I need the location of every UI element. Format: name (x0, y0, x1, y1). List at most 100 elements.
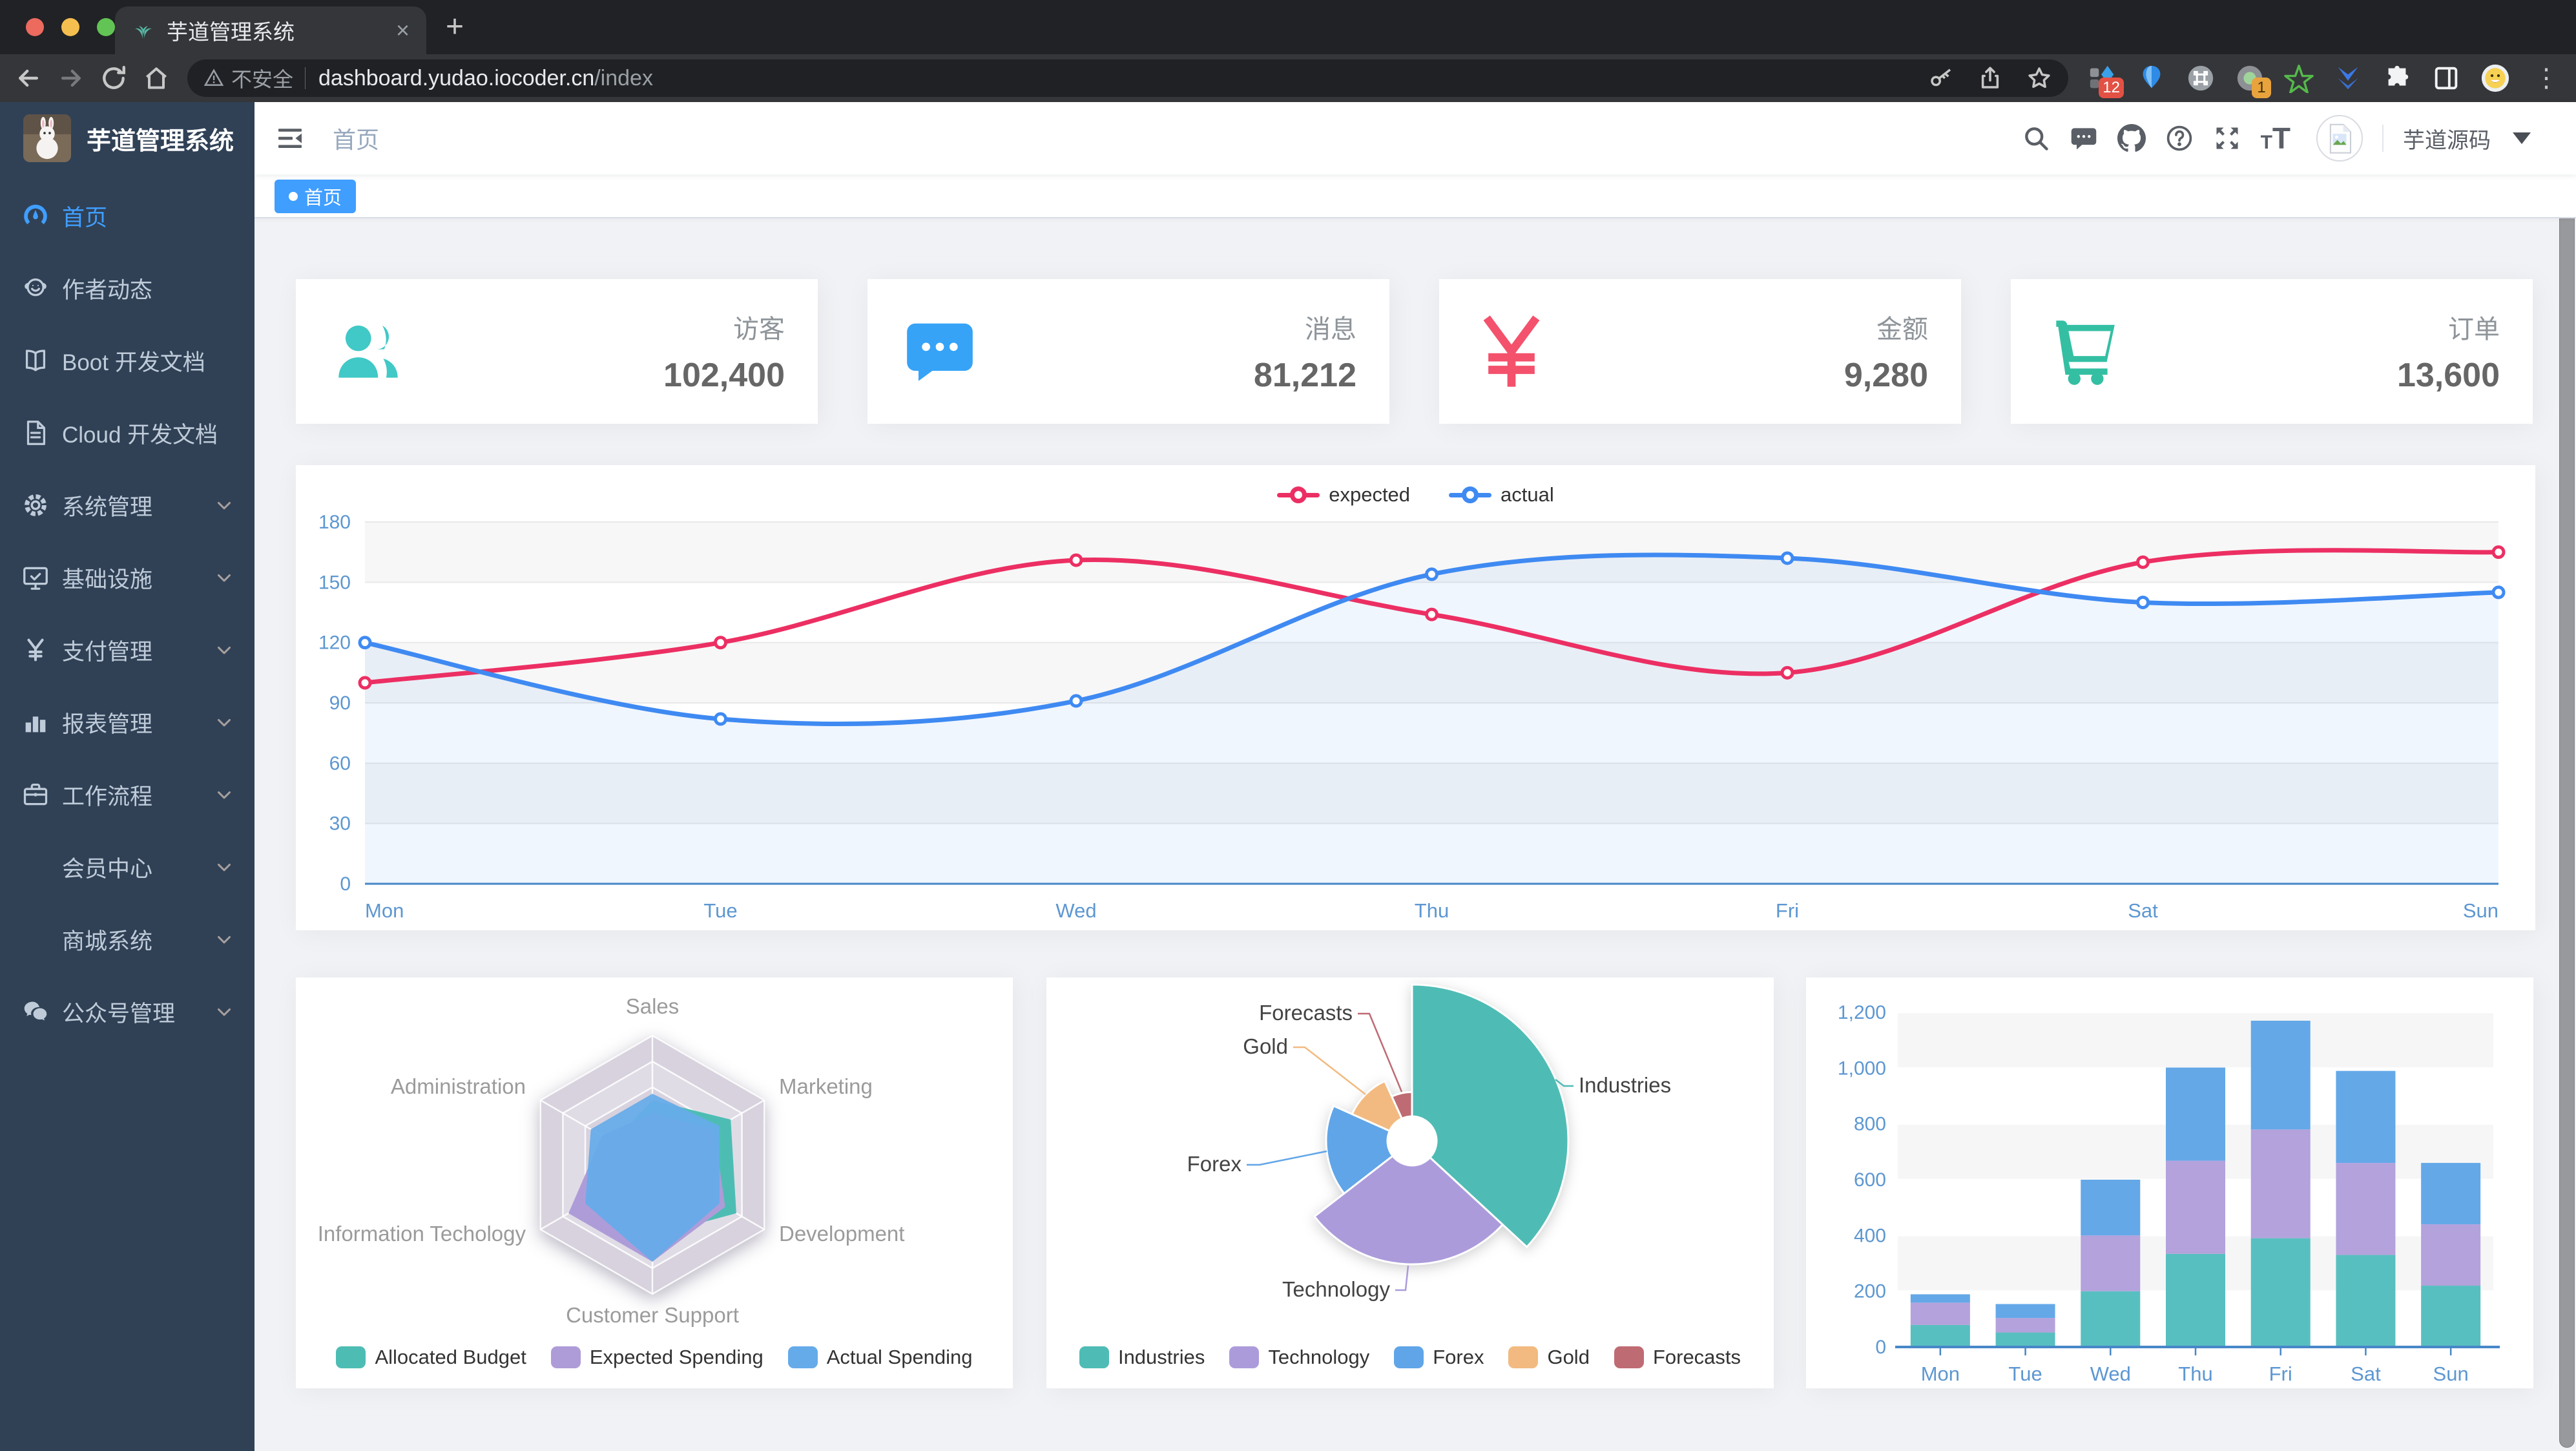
sidebar-item-8[interactable]: 工作流程 (0, 758, 254, 831)
security-label[interactable]: 不安全 (231, 68, 294, 91)
extension-command-icon[interactable] (2186, 63, 2216, 93)
radar-chart-legend: Allocated Budget Expected Spending Actual … (296, 1346, 1013, 1369)
bookmark-star-icon[interactable] (2026, 65, 2053, 92)
legend-item-expected[interactable]: expected (1277, 483, 1410, 506)
sidebar-logo[interactable]: 芋道管理系统 (0, 102, 254, 174)
sidebar-item-label: Cloud 开发文档 (62, 422, 218, 448)
collapse-sidebar-icon[interactable] (275, 123, 306, 154)
svg-text:Tue: Tue (2008, 1362, 2042, 1385)
zoom-window-button[interactable] (97, 18, 115, 36)
sidebar-item-10[interactable]: 商城系统 (0, 903, 254, 976)
document-icon (21, 418, 57, 448)
puzzle-icon[interactable] (2382, 63, 2412, 93)
bar-chart[interactable]: Mon Tue Wed Thu Fri Sat Sun 0 200 400 600 800 1,000 1… (1806, 977, 2533, 1388)
side-panel-icon[interactable] (2431, 63, 2461, 93)
line-chart[interactable]: 0 30 60 90 120 150 180 Mon Tue Wed Thu Fri Sat Sun (296, 465, 2535, 930)
stat-card-3[interactable]: 订单 13,600 (2011, 279, 2533, 424)
github-icon[interactable] (2117, 124, 2146, 152)
svg-text:Marketing: Marketing (779, 1074, 873, 1098)
url-path[interactable]: /index (594, 65, 653, 90)
sidebar: 芋道管理系统 首页 作者动态 Boot 开发文档 Cloud 开发文档 系统管理基础设施… (0, 102, 254, 1451)
profile-avatar-icon[interactable] (2480, 63, 2510, 93)
password-key-icon[interactable] (1927, 65, 1955, 92)
browser-tab[interactable]: 芋道管理系统 × (115, 6, 426, 54)
legend-item-actual[interactable]: actual (1449, 483, 1554, 506)
svg-text:Fri: Fri (2269, 1362, 2292, 1385)
sidebar-item-label: 基础设施 (62, 567, 153, 592)
extension-star-icon[interactable] (2284, 63, 2314, 93)
new-tab-button[interactable]: + (446, 10, 464, 44)
svg-text:150: 150 (318, 572, 351, 593)
legend-item-industries[interactable]: Industries (1079, 1346, 1205, 1369)
radar-chart[interactable]: Sales Administration Information Techology… (296, 977, 1013, 1388)
legend-swatch (1508, 1346, 1539, 1368)
sidebar-item-0[interactable]: 首页 (0, 180, 254, 252)
legend-swatch (336, 1346, 366, 1368)
svg-text:Sun: Sun (2463, 899, 2498, 922)
sidebar-item-3[interactable]: Cloud 开发文档 (0, 397, 254, 469)
sidebar-item-11[interactable]: 公众号管理 (0, 976, 254, 1048)
question-icon[interactable] (2165, 124, 2194, 152)
legend-item-actual-spending[interactable]: Actual Spending (787, 1346, 973, 1369)
reload-icon[interactable] (99, 64, 128, 92)
home-icon[interactable] (142, 64, 171, 92)
stat-card-2[interactable]: 金额 9,280 (1439, 279, 1961, 424)
legend-swatch (1394, 1346, 1424, 1368)
extension-chevrons-icon[interactable] (2333, 63, 2363, 93)
legend-item-gold[interactable]: Gold (1508, 1346, 1590, 1369)
stat-card-0[interactable]: 访客 102,400 (296, 279, 818, 424)
sidebar-item-1[interactable]: 作者动态 (0, 252, 254, 324)
address-bar[interactable]: 不安全 dashboard.yudao.iocoder.cn /index (187, 59, 2068, 97)
sidebar-item-label: 系统管理 (62, 494, 153, 520)
pie-chart[interactable]: Industries Technology Forex Gold Forecasts (1046, 977, 1774, 1388)
sidebar-item-6[interactable]: 支付管理 (0, 614, 254, 686)
message-icon[interactable] (2070, 124, 2098, 152)
back-icon[interactable] (14, 64, 43, 92)
sidebar-item-9[interactable]: 会员中心 (0, 831, 254, 903)
legend-item-technology[interactable]: Technology (1229, 1346, 1369, 1369)
browser-menu-icon[interactable]: ⋮ (2533, 64, 2559, 92)
svg-text:30: 30 (329, 813, 351, 835)
sidebar-item-2[interactable]: Boot 开发文档 (0, 324, 254, 397)
breadcrumb[interactable]: 首页 (333, 127, 380, 153)
window-controls[interactable] (26, 18, 115, 36)
legend-item-forecasts[interactable]: Forecasts (1614, 1346, 1741, 1369)
user-name[interactable]: 芋道源码 (2403, 128, 2491, 153)
sidebar-item-label: 工作流程 (62, 784, 153, 809)
line-chart-legend: expected actual (296, 483, 2535, 506)
extension-balloon-icon[interactable] (2137, 63, 2166, 93)
user-avatar[interactable] (2316, 115, 2363, 162)
sidebar-item-5[interactable]: 基础设施 (0, 541, 254, 614)
briefcase-icon (21, 780, 57, 809)
svg-text:90: 90 (329, 693, 351, 714)
chevron-down-icon (213, 494, 235, 516)
legend-label: Gold (1547, 1346, 1590, 1368)
stat-label: 访客 (733, 315, 785, 344)
sidebar-item-7[interactable]: 报表管理 (0, 686, 254, 758)
yen-icon (21, 635, 57, 665)
legend-line-marker (1449, 486, 1492, 503)
tag-home[interactable]: 首页 (275, 180, 357, 213)
stat-card-1[interactable]: 消息 81,212 (867, 279, 1389, 424)
chevron-down-icon[interactable] (2513, 132, 2531, 144)
sidebar-item-4[interactable]: 系统管理 (0, 469, 254, 541)
url-host[interactable]: dashboard.yudao.iocoder.cn (318, 65, 595, 90)
tab-close-icon[interactable]: × (395, 17, 410, 43)
svg-text:Wed: Wed (1055, 899, 1096, 922)
minimize-window-button[interactable] (61, 18, 79, 36)
legend-item-allocated-budget[interactable]: Allocated Budget (336, 1346, 526, 1369)
svg-text:600: 600 (1854, 1169, 1886, 1191)
search-icon[interactable] (2022, 124, 2050, 152)
fullscreen-icon[interactable] (2213, 124, 2241, 152)
close-window-button[interactable] (26, 18, 44, 36)
extension-squares-icon[interactable]: 12 (2088, 63, 2124, 98)
forward-icon[interactable] (57, 64, 85, 92)
stat-value: 13,600 (2396, 357, 2500, 394)
chevron-down-icon (213, 928, 235, 950)
share-icon[interactable] (1977, 65, 2004, 92)
extension-circle-icon[interactable]: 1 (2235, 63, 2271, 98)
legend-item-expected-spending[interactable]: Expected Spending (550, 1346, 763, 1369)
scrollbar-thumb[interactable] (2559, 107, 2575, 1448)
legend-item-forex[interactable]: Forex (1394, 1346, 1484, 1369)
